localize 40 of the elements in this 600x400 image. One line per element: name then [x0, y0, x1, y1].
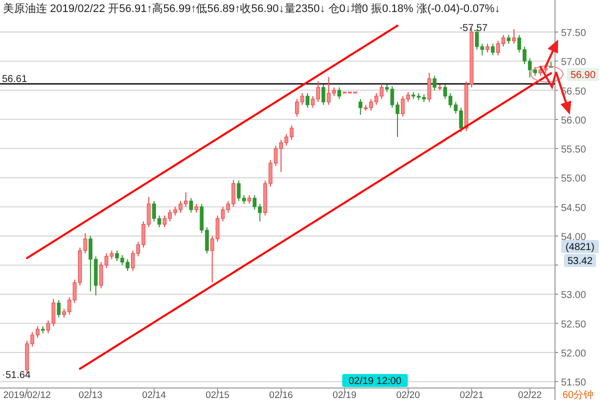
- x-tick-label: 02/16: [269, 390, 293, 400]
- y-tick-label: 56.00: [561, 115, 586, 126]
- text: 53.42: [567, 256, 593, 267]
- candlestick: [358, 98, 362, 116]
- y-tick-label: 51.50: [561, 378, 586, 389]
- y-tick-label: 54.50: [561, 202, 586, 214]
- annotation: 51.64: [5, 370, 31, 381]
- y-tick-label: 57.00: [561, 57, 586, 68]
- candlestick: [306, 92, 310, 108]
- annotation: 02/19 12:00: [348, 376, 402, 387]
- candlestick: [512, 28, 516, 44]
- x-tick-label: 02/15: [206, 390, 230, 400]
- text: (4821): [566, 242, 594, 253]
- candlestick: [337, 86, 342, 100]
- y-tick-label: 54.00: [561, 232, 586, 243]
- x-tick-label: 2019/02/12: [3, 390, 51, 400]
- x-tick-label: 02/14: [142, 390, 166, 400]
- candlestick: [189, 198, 193, 214]
- x-tick-label: 02/20: [396, 390, 420, 400]
- annotation: 57.57: [462, 23, 488, 34]
- candlestick: [490, 43, 495, 56]
- candlestick: [432, 75, 436, 91]
- x-tick-label: 02/19: [332, 390, 356, 400]
- candlestick: [56, 300, 61, 318]
- chart-title: 美原油连 2019/02/22 开56.91↑高56.99↑低56.89↑收56.90↓量2350↓ 仓0↓增0 振0.18% 涨(-0.04)-0.07%↓: [3, 2, 500, 15]
- y-tick-label: 57.50: [561, 28, 586, 40]
- candlestick: [427, 72, 432, 102]
- y-tick-label: 55.50: [561, 144, 586, 156]
- text: 56.90: [570, 70, 596, 81]
- text: 60分钟: [562, 389, 594, 400]
- y-tick-label: 53.00: [561, 290, 586, 302]
- line-series: [26, 24, 399, 260]
- ref-line-label: 56.61: [2, 74, 28, 85]
- candlestick: [322, 84, 326, 106]
- x-tick-label: 02/22: [518, 390, 542, 400]
- y-tick-label: 52.50: [561, 319, 586, 330]
- y-tick-label: 52.00: [561, 348, 586, 360]
- x-tick-label: 02/13: [78, 390, 102, 400]
- x-tick-label: 02/21: [460, 390, 484, 400]
- y-tick-label: 55.00: [561, 174, 586, 185]
